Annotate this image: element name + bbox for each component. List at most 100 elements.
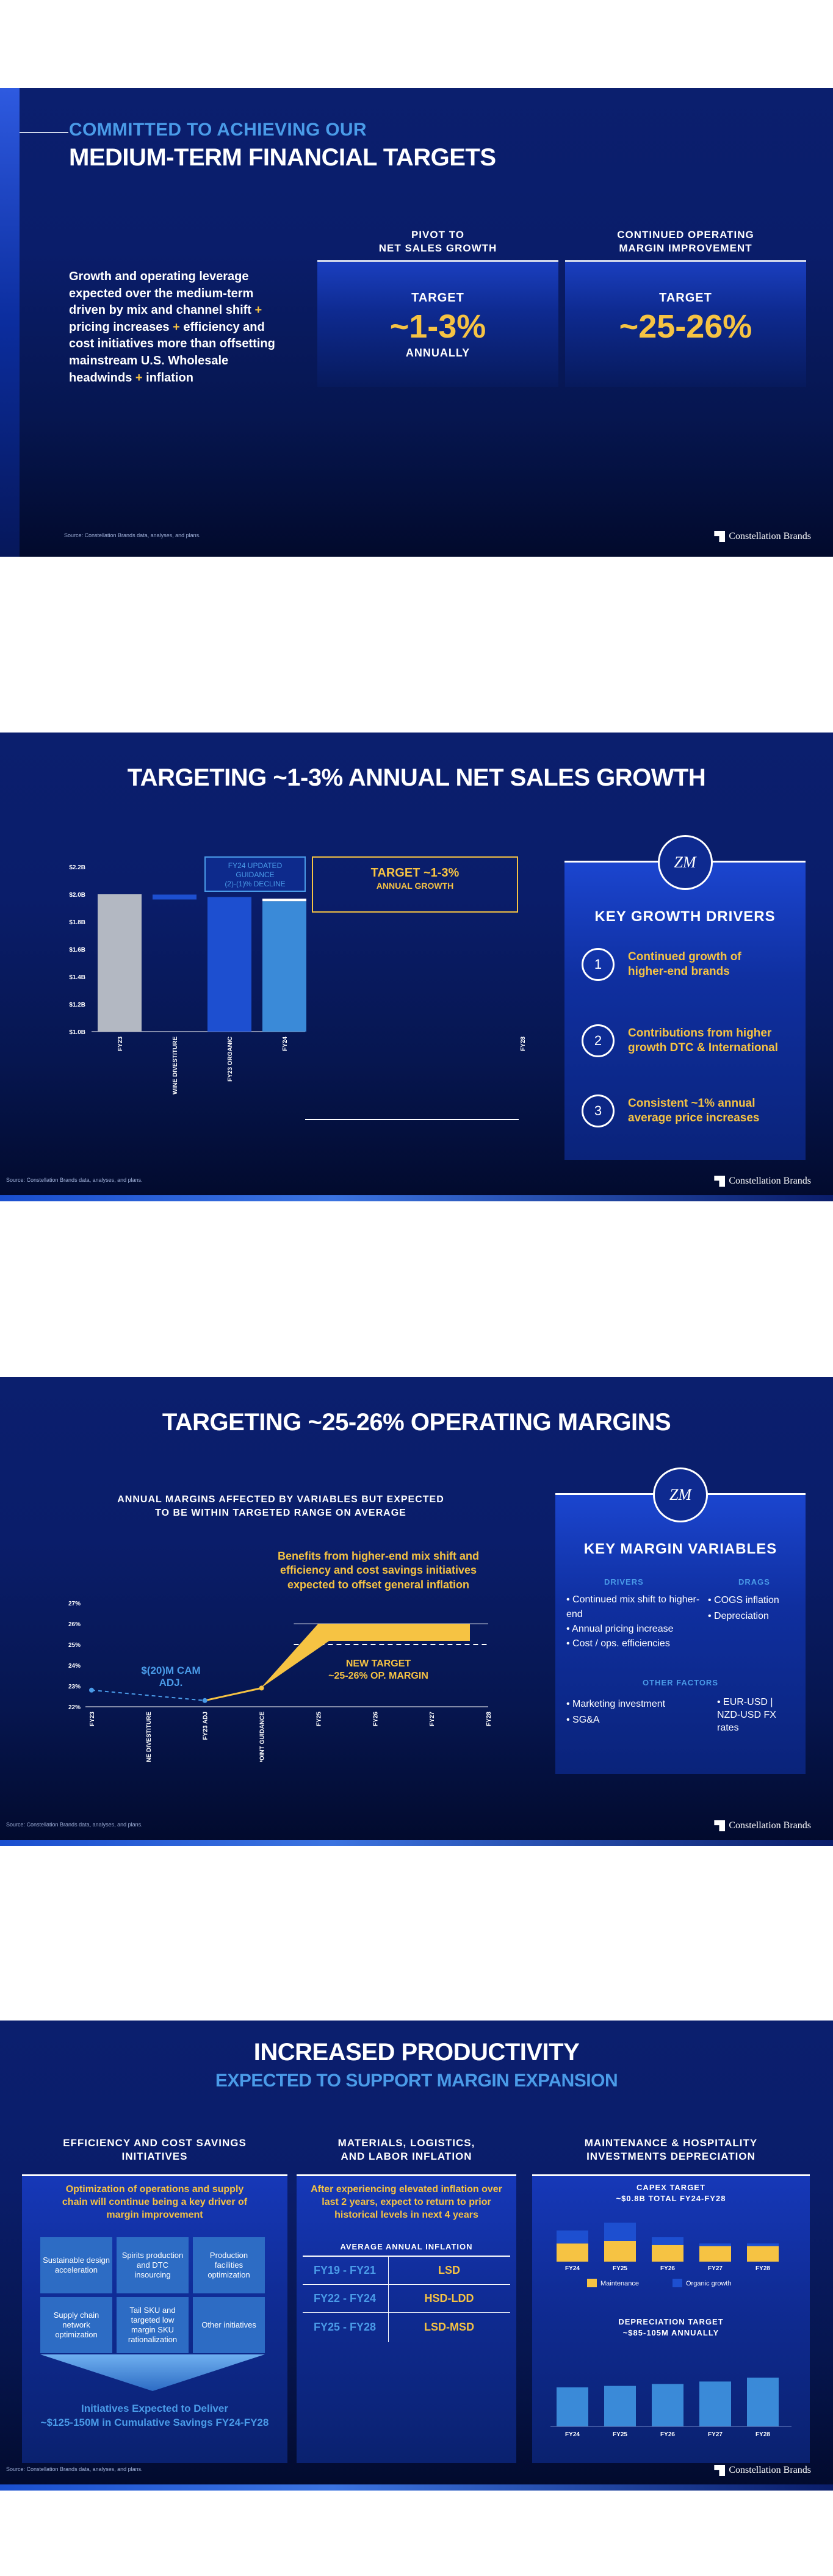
driver-line: higher-end brands xyxy=(628,965,730,978)
y-tick-label: $1.6B xyxy=(69,947,85,953)
brand-logo: Constellation Brands xyxy=(714,2465,811,2476)
drivers-list: • Continued mix shift to higher-end • An… xyxy=(566,1593,707,1651)
net-sales-chart: $2.2B $2.0B $1.8B $1.6B $1.4B $1.2B $1.0B FY23… xyxy=(69,856,527,1120)
operating-margin-chart: 27% 26% 25% 24% 23% 22% FY23 WINE DIVESTITURE F… xyxy=(68,1601,492,1762)
column-body: Optimization of operations and supply ch… xyxy=(22,2176,287,2463)
drivers-heading: DRIVERS xyxy=(604,1577,644,1586)
other-factors-heading: OTHER FACTORS xyxy=(643,1678,718,1687)
new-target-label: ~25-26% OP. MARGIN xyxy=(328,1671,428,1681)
target-header-line: PIVOT TO xyxy=(411,229,465,241)
x-tick-label: WINE DIVESTITURE xyxy=(172,1037,179,1094)
column-header: MAINTENANCE & HOSPITALITY INVESTMENTS DEP… xyxy=(532,2136,810,2174)
emblem-text: ZM xyxy=(674,853,696,871)
driver-bullet: • Annual pricing increase xyxy=(566,1624,674,1634)
other-left-list: • Marketing investment • SG&A xyxy=(566,1696,701,1728)
y-tick-label: $2.0B xyxy=(69,892,85,899)
subtitle-line: TO BE WITHIN TARGETED RANGE ON AVERAGE xyxy=(155,1507,406,1518)
header-line: MAINTENANCE & HOSPITALITY xyxy=(584,2137,758,2149)
slide-title: MEDIUM-TERM FINANCIAL TARGETS xyxy=(69,144,496,171)
depreciation-title-line: ~$85-105M ANNUALLY xyxy=(622,2328,719,2337)
capex-title-line: CAPEX TARGET xyxy=(636,2183,705,2192)
emblem-icon: ZM xyxy=(653,1467,708,1522)
callout-line: expected to offset general inflation xyxy=(287,1578,470,1591)
driver-text: Continued growth of higher-end brands xyxy=(628,950,741,979)
column-intro: After experiencing elevated inflation ov… xyxy=(311,2184,502,2220)
divider xyxy=(565,260,806,262)
column-header: MATERIALS, LOGISTICS, AND LABOR INFLATION xyxy=(297,2136,516,2174)
bar-wine-divestiture xyxy=(153,894,197,900)
statement-part: pricing increases xyxy=(69,320,173,334)
bullet-text: Continued mix shift to higher-end xyxy=(566,1594,700,1619)
column-intro: Optimization of operations and supply ch… xyxy=(62,2184,248,2220)
drags-heading: DRAGS xyxy=(738,1577,770,1586)
header-line: INVESTMENTS DEPRECIATION xyxy=(586,2151,755,2163)
driver-bullet: • Cost / ops. efficiencies xyxy=(566,1638,670,1649)
inflation-row: FY19 - FY21 LSD xyxy=(303,2257,510,2285)
point-fy24-midpoint-guidance xyxy=(259,1685,264,1691)
other-bullet: • EUR-USD | NZD-USD FX rates xyxy=(717,1697,776,1733)
y-tick-label: 22% xyxy=(68,1704,81,1711)
y-tick-label: $1.0B xyxy=(69,1029,85,1036)
initiative-cell: Spirits production and DTC insourcing xyxy=(117,2237,189,2293)
logo-text: Constellation Brands xyxy=(729,1176,811,1186)
capex-organic-bar xyxy=(652,2237,683,2245)
statement-part: inflation xyxy=(142,371,193,385)
benefits-callout: Benefits from higher-end mix shift and e… xyxy=(256,1549,500,1592)
x-tick-label: FY24 xyxy=(565,2265,580,2272)
y-tick-label: 23% xyxy=(68,1684,81,1690)
x-tick-label: FY23 ADJ xyxy=(203,1712,209,1740)
y-tick-label: $1.4B xyxy=(69,974,85,981)
header-line: MATERIALS, LOGISTICS, xyxy=(337,2137,475,2149)
logo-text: Constellation Brands xyxy=(729,2465,811,2475)
target-body: TARGET ~1-3% ANNUALLY xyxy=(317,262,558,387)
target-box-line: ANNUAL GROWTH xyxy=(377,881,454,891)
period-cell: FY19 - FY21 xyxy=(314,2264,377,2276)
target-value: ~25-26% xyxy=(619,308,752,345)
inflation-table-head: AVERAGE ANNUAL INFLATION xyxy=(340,2242,473,2251)
slide-operating-margins: TARGETING ~25-26% OPERATING MARGINS ANNU… xyxy=(0,1377,833,1846)
statement-part: Growth and operating leverage expected o… xyxy=(69,270,255,317)
y-tick-label: $2.2B xyxy=(69,864,85,871)
value-cell: LSD xyxy=(438,2264,460,2276)
slide-title: INCREASED PRODUCTIVITY xyxy=(253,2039,580,2066)
y-tick-label: 26% xyxy=(68,1621,81,1628)
capex-maintenance-bar xyxy=(652,2245,683,2262)
logo-icon xyxy=(714,531,726,542)
panel-title: KEY GROWTH DRIVERS xyxy=(594,908,776,925)
cam-adjust-label: $(20)M CAM xyxy=(141,1665,200,1676)
driver-number: 2 xyxy=(582,1024,615,1057)
target-sub: ANNUALLY xyxy=(405,347,471,359)
depreciation-bar xyxy=(699,2381,731,2426)
x-tick-label: FY24 xyxy=(565,2431,580,2438)
logo-icon xyxy=(714,1820,726,1831)
source-note: Source: Constellation Brands data, analy… xyxy=(6,1177,143,1183)
brand-logo: Constellation Brands xyxy=(714,1820,811,1831)
margin-target-card: CONTINUED OPERATING MARGIN IMPROVEMENT T… xyxy=(565,228,806,387)
brand-logo: Constellation Brands xyxy=(714,531,811,542)
depreciation-chart: FY24 FY25 FY26 FY27 FY28 xyxy=(550,2378,792,2438)
title-rule xyxy=(20,132,68,133)
capex-chart: FY24 FY25 FY26 FY27 FY28 Maintenance Organic… xyxy=(557,2223,779,2287)
target-label: TARGET xyxy=(411,291,464,305)
value-cell: LSD-MSD xyxy=(424,2320,474,2333)
result-line: Initiatives Expected to Deliver xyxy=(81,2403,228,2414)
initiative-cell: Supply chain network optimization xyxy=(40,2297,112,2353)
table-rule xyxy=(303,2256,510,2257)
cam-adjust-line xyxy=(91,1689,205,1701)
y-tick-label: 27% xyxy=(68,1601,81,1607)
driver-item: 3 Consistent ~1% annual average price inc… xyxy=(582,1094,760,1127)
driver-line: Consistent ~1% annual xyxy=(628,1097,755,1110)
y-tick-label: $1.8B xyxy=(69,919,85,926)
driver-line: Contributions from higher xyxy=(628,1027,772,1040)
x-tick-label: FY28 xyxy=(486,1712,492,1726)
x-tick-label: FY28 xyxy=(755,2431,770,2438)
bottom-bar xyxy=(0,1840,833,1846)
depreciation-title: DEPRECIATION TARGET ~$85-105M ANNUALLY xyxy=(532,2317,810,2338)
y-tick-label: 25% xyxy=(68,1642,81,1649)
x-tick-label: WINE DIVESTITURE xyxy=(146,1712,153,1762)
driver-text: Contributions from higher growth DTC & In… xyxy=(628,1026,778,1055)
initiative-cell: Sustainable design acceleration xyxy=(40,2237,112,2293)
initiative-cell: Tail SKU and targeted low margin SKU rat… xyxy=(117,2297,189,2353)
net-sales-target-card: PIVOT TO NET SALES GROWTH TARGET ~1-3% A… xyxy=(317,228,558,387)
slide-title: TARGETING ~1-3% ANNUAL NET SALES GROWTH xyxy=(127,764,706,791)
